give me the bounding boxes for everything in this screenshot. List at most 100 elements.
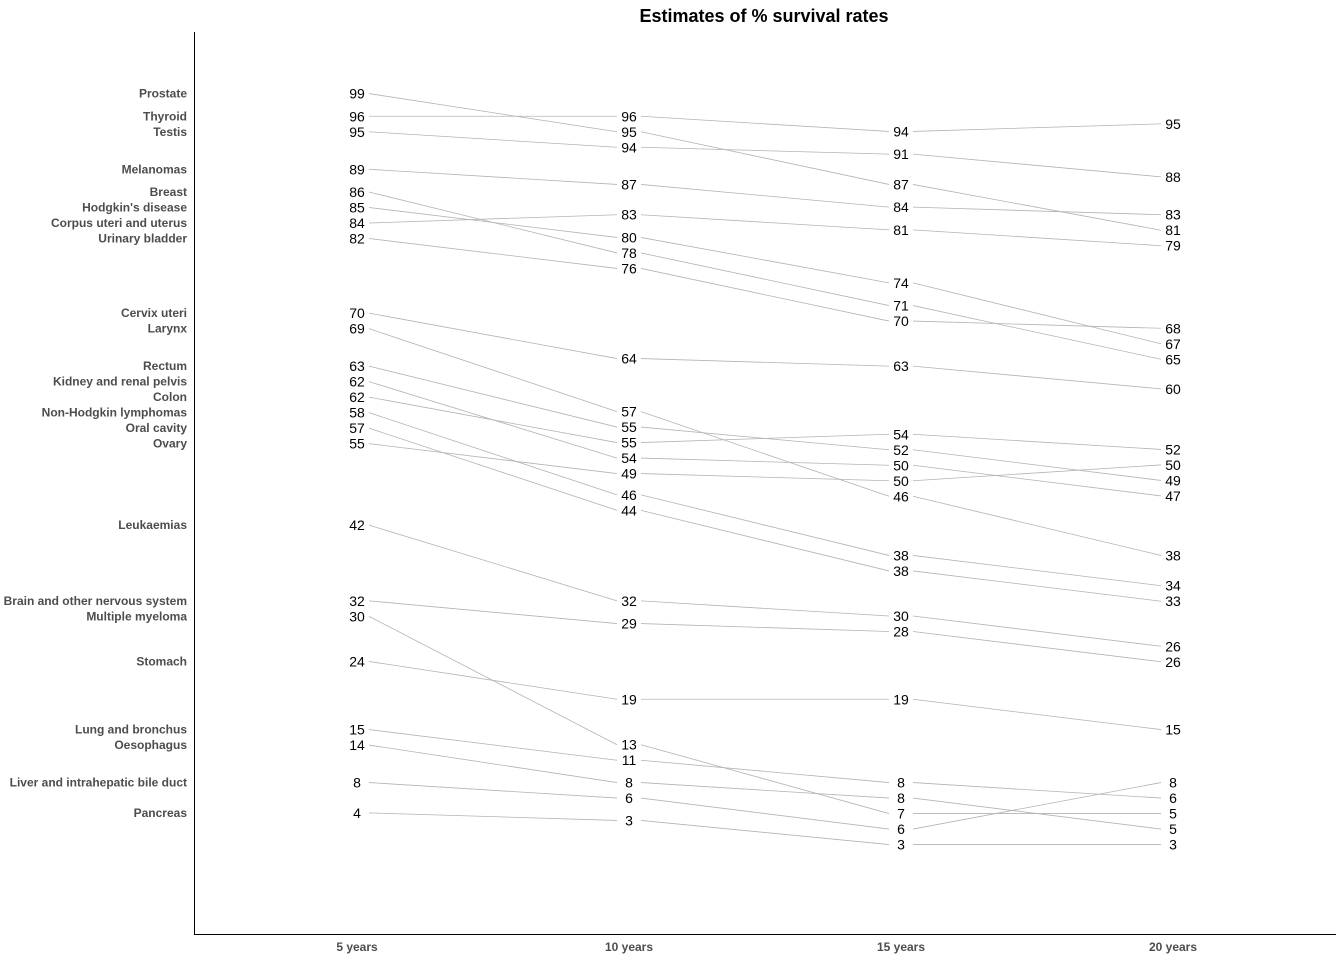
slope-line-larynx-1 bbox=[368, 328, 618, 412]
value-label-oesophagus-5-years: 14 bbox=[349, 737, 365, 753]
category-label-leukaemias: Leukaemias bbox=[118, 518, 187, 532]
slope-line-melanomas-2 bbox=[640, 184, 890, 208]
category-labels: Prostate Thyroid Testis Melanomas Breast Hodg… bbox=[4, 87, 188, 820]
slope-line-kidney-and-renal-pelvis-3 bbox=[912, 464, 1162, 497]
value-label-lung-and-bronchus-20-years: 6 bbox=[1169, 790, 1177, 806]
category-label-corpus-uteri-and-uterus: Corpus uteri and uterus bbox=[51, 216, 187, 230]
slope-line-melanomas-1 bbox=[368, 168, 618, 185]
x-tick-15-years: 15 years bbox=[877, 940, 925, 954]
value-label-liver-and-intrahepatic-bile-duct-20-years: 8 bbox=[1169, 775, 1177, 791]
value-label-breast-5-years: 86 bbox=[349, 184, 365, 200]
slope-line-colon-3 bbox=[912, 433, 1162, 450]
slope-line-brain-and-other-nervous-system-1 bbox=[368, 600, 618, 624]
value-label-colon-20-years: 52 bbox=[1165, 441, 1181, 457]
value-label-urinary-bladder-5-years: 82 bbox=[349, 231, 365, 247]
value-label-cervix-uteri-20-years: 60 bbox=[1165, 381, 1181, 397]
value-label-brain-and-other-nervous-system-20-years: 26 bbox=[1165, 654, 1181, 670]
value-label-pancreas-20-years: 3 bbox=[1169, 837, 1177, 853]
slope-line-urinary-bladder-2 bbox=[640, 268, 890, 322]
slope-line-non-hodgkin-lymphomas-2 bbox=[640, 494, 890, 556]
slope-line-kidney-and-renal-pelvis-2 bbox=[640, 457, 890, 466]
slope-line-cervix-uteri-2 bbox=[640, 358, 890, 367]
value-label-hodgkin-s-disease-15-years: 74 bbox=[893, 275, 909, 291]
value-label-cervix-uteri-15-years: 63 bbox=[893, 358, 909, 374]
value-label-breast-10-years: 78 bbox=[621, 245, 637, 261]
slope-line-corpus-uteri-and-uterus-1 bbox=[368, 214, 618, 224]
value-label-urinary-bladder-10-years: 76 bbox=[621, 260, 637, 276]
category-label-rectum: Rectum bbox=[143, 359, 187, 373]
slope-line-leukaemias-1 bbox=[368, 524, 618, 602]
value-label-lung-and-bronchus-5-years: 15 bbox=[349, 722, 365, 738]
slope-line-corpus-uteri-and-uterus-3 bbox=[912, 229, 1162, 247]
slope-line-rectum-3 bbox=[912, 449, 1162, 481]
value-label-non-hodgkin-lymphomas-15-years: 38 bbox=[893, 547, 909, 563]
slope-line-leukaemias-3 bbox=[912, 615, 1162, 647]
value-label-kidney-and-renal-pelvis-15-years: 50 bbox=[893, 457, 909, 473]
slope-line-leukaemias-2 bbox=[640, 600, 890, 617]
value-label-leukaemias-5-years: 42 bbox=[349, 517, 365, 533]
slope-line-oesophagus-3 bbox=[912, 797, 1162, 830]
value-label-urinary-bladder-15-years: 70 bbox=[893, 313, 909, 329]
slope-line-lung-and-bronchus-2 bbox=[640, 759, 890, 783]
value-label-hodgkin-s-disease-20-years: 67 bbox=[1165, 336, 1181, 352]
value-label-larynx-5-years: 69 bbox=[349, 321, 365, 337]
category-label-hodgkin-s-disease: Hodgkin's disease bbox=[82, 201, 187, 215]
category-label-larynx: Larynx bbox=[148, 322, 188, 336]
slope-line-rectum-1 bbox=[368, 365, 618, 428]
slope-line-thyroid-2 bbox=[640, 115, 890, 132]
slope-line-larynx-3 bbox=[912, 495, 1162, 556]
slope-line-corpus-uteri-and-uterus-2 bbox=[640, 214, 890, 231]
slope-line-liver-and-intrahepatic-bile-duct-1 bbox=[368, 782, 618, 799]
value-label-thyroid-15-years: 94 bbox=[893, 123, 909, 139]
slope-line-urinary-bladder-1 bbox=[368, 238, 618, 269]
value-label-non-hodgkin-lymphomas-5-years: 58 bbox=[349, 405, 365, 421]
value-label-non-hodgkin-lymphomas-10-years: 46 bbox=[621, 487, 637, 503]
slope-line-lung-and-bronchus-1 bbox=[368, 729, 618, 761]
value-label-non-hodgkin-lymphomas-20-years: 34 bbox=[1165, 578, 1181, 594]
value-label-prostate-5-years: 99 bbox=[349, 86, 365, 102]
slope-line-hodgkin-s-disease-2 bbox=[640, 237, 890, 284]
slope-line-ovary-1 bbox=[368, 443, 618, 474]
x-tick-10-years: 10 years bbox=[605, 940, 653, 954]
slope-line-pancreas-2 bbox=[640, 820, 890, 845]
slope-line-multiple-myeloma-2 bbox=[640, 744, 890, 814]
slope-line-colon-1 bbox=[368, 396, 618, 443]
slope-line-non-hodgkin-lymphomas-3 bbox=[912, 555, 1162, 587]
value-label-ovary-10-years: 49 bbox=[621, 466, 637, 482]
value-label-pancreas-15-years: 3 bbox=[897, 837, 905, 853]
value-label-ovary-20-years: 50 bbox=[1165, 457, 1181, 473]
value-label-breast-15-years: 71 bbox=[893, 298, 909, 314]
category-label-thyroid: Thyroid bbox=[143, 109, 187, 123]
chart-title: Estimates of % survival rates bbox=[639, 6, 888, 26]
slope-line-oesophagus-2 bbox=[640, 782, 890, 799]
slope-line-lung-and-bronchus-3 bbox=[912, 782, 1162, 799]
value-label-stomach-5-years: 24 bbox=[349, 653, 365, 669]
category-label-prostate: Prostate bbox=[139, 87, 187, 101]
category-label-pancreas: Pancreas bbox=[134, 806, 188, 820]
value-label-oral-cavity-5-years: 57 bbox=[349, 420, 365, 436]
value-label-kidney-and-renal-pelvis-20-years: 47 bbox=[1165, 488, 1181, 504]
slope-line-breast-3 bbox=[912, 305, 1162, 360]
slope-line-cervix-uteri-1 bbox=[368, 312, 618, 359]
value-label-prostate-20-years: 81 bbox=[1165, 222, 1181, 238]
value-label-liver-and-intrahepatic-bile-duct-10-years: 6 bbox=[625, 790, 633, 806]
value-label-corpus-uteri-and-uterus-15-years: 81 bbox=[893, 222, 909, 238]
value-label-testis-20-years: 88 bbox=[1165, 169, 1181, 185]
slope-line-hodgkin-s-disease-1 bbox=[368, 207, 618, 238]
slope-line-prostate-3 bbox=[912, 184, 1162, 231]
value-label-testis-10-years: 94 bbox=[621, 139, 637, 155]
slope-line-colon-2 bbox=[640, 433, 890, 443]
value-label-multiple-myeloma-20-years: 5 bbox=[1169, 806, 1177, 822]
value-label-melanomas-10-years: 87 bbox=[621, 176, 637, 192]
x-tick-5-years: 5 years bbox=[336, 940, 378, 954]
category-label-cervix-uteri: Cervix uteri bbox=[121, 306, 187, 320]
value-label-thyroid-5-years: 96 bbox=[349, 108, 365, 124]
value-label-leukaemias-15-years: 30 bbox=[893, 608, 909, 624]
value-label-urinary-bladder-20-years: 68 bbox=[1165, 320, 1181, 336]
x-tick-20-years: 20 years bbox=[1149, 940, 1197, 954]
category-label-colon: Colon bbox=[153, 390, 187, 404]
category-label-ovary: Ovary bbox=[153, 437, 187, 451]
slope-line-ovary-2 bbox=[640, 473, 890, 482]
